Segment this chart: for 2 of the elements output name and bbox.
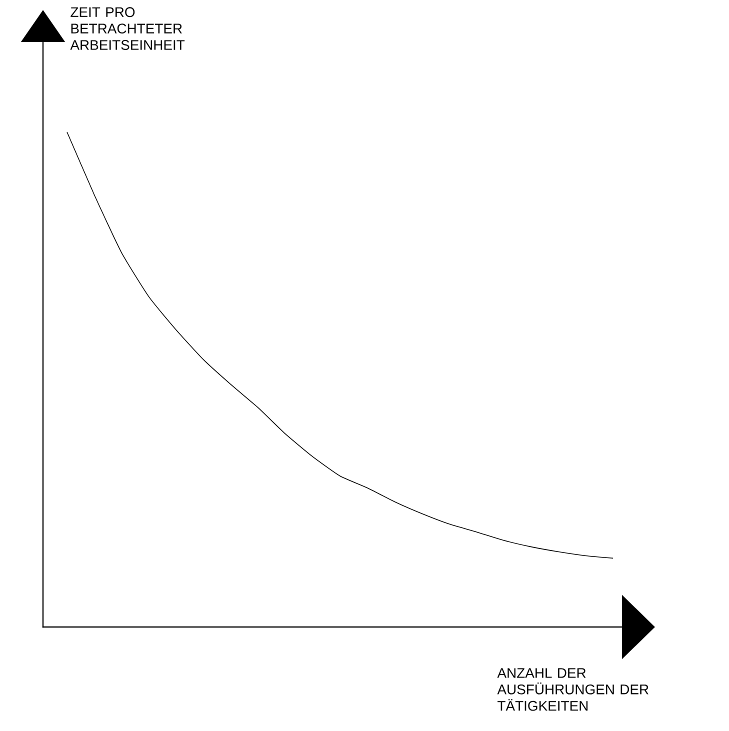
text: ZEIT PRO BETRACHTETER ARBEITSEINHEIT: [70, 7, 185, 50]
x-axis-title: ANZAHL DER AUSFÜHRUNGEN DER TÄTIGKEITEN: [497, 668, 648, 711]
